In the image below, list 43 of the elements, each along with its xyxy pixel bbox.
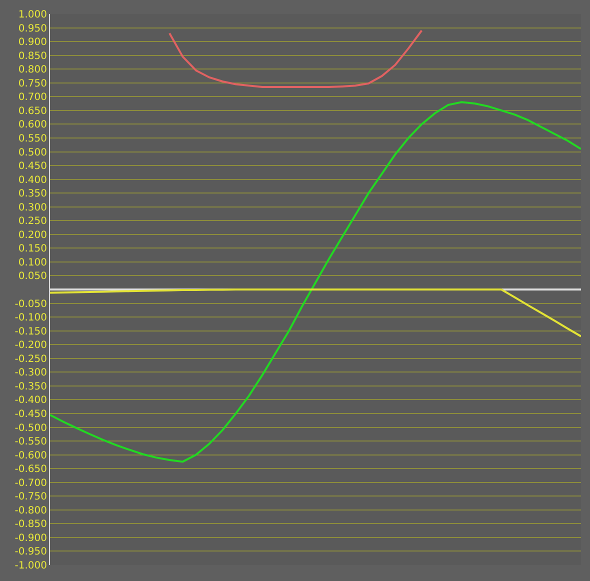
y-tick-label: -0.850 [14, 519, 47, 530]
y-tick-label: 0.700 [18, 92, 47, 104]
y-tick-label: 0.400 [18, 174, 47, 186]
y-tick-label: 0.300 [18, 202, 47, 214]
y-tick-label: 0.850 [18, 50, 47, 62]
y-tick-label: -0.550 [14, 436, 47, 448]
y-tick-label: 0.650 [18, 106, 47, 117]
y-tick-label: -0.100 [14, 312, 47, 324]
y-tick-label: -0.650 [14, 464, 47, 476]
y-tick-label: -0.800 [14, 505, 47, 516]
y-tick-label: -0.050 [14, 298, 47, 310]
y-tick-label: 0.500 [18, 147, 47, 158]
y-tick-label: 0.900 [18, 37, 47, 48]
y-tick-label: 0.950 [18, 23, 47, 34]
y-tick-label: -0.300 [14, 368, 47, 379]
y-tick-label: -0.200 [14, 340, 47, 352]
y-tick-label: 0.450 [18, 161, 47, 172]
y-tick-label: -0.950 [14, 546, 47, 558]
y-tick-label: 0.550 [18, 133, 47, 144]
y-tick-label: 0.050 [18, 271, 47, 282]
y-tick-label: -0.750 [14, 492, 47, 503]
y-tick-label: 0.250 [18, 216, 47, 228]
line-series [50, 288, 581, 338]
y-tick-label: 0.150 [18, 244, 47, 255]
y-tick-label: -0.450 [14, 408, 47, 420]
y-tick-label: -0.150 [14, 326, 47, 338]
y-tick-label: -0.700 [14, 478, 47, 489]
y-tick-label: -0.500 [14, 422, 47, 434]
y-tick-label: -0.250 [14, 354, 47, 365]
y-tick-label: -1.000 [14, 560, 47, 572]
line-series [50, 101, 581, 463]
y-tick-label: -0.350 [14, 381, 47, 392]
y-tick-label: -0.400 [14, 395, 47, 406]
y-tick-label: 0.100 [18, 257, 47, 268]
y-tick-label: 0.200 [18, 230, 47, 241]
y-tick-label: 1.000 [18, 10, 47, 20]
y-tick-label: -0.900 [14, 532, 47, 544]
y-tick-label: 0.350 [18, 188, 47, 200]
y-tick-label: 0.800 [18, 64, 47, 76]
y-tick-label: 0.600 [18, 120, 47, 131]
y-tick-label: 0.750 [18, 78, 47, 90]
line-series [168, 30, 423, 88]
y-tick-label: -0.600 [14, 450, 47, 462]
